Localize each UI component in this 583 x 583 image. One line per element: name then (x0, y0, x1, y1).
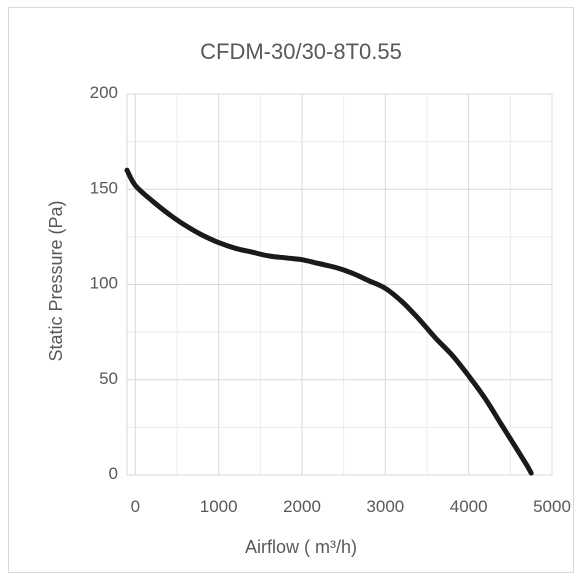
x-tick-label: 0 (131, 497, 140, 516)
chart-title: CFDM-30/30-8T0.55 (200, 39, 402, 64)
grid (126, 93, 553, 476)
y-tick-label: 100 (90, 274, 118, 293)
x-tick-label: 4000 (450, 497, 488, 516)
x-tick-label: 2000 (283, 497, 321, 516)
series-line (124, 167, 534, 476)
y-tick-label: 150 (90, 178, 118, 197)
x-tick-label: 5000 (533, 497, 571, 516)
y-axis-label: Static Pressure (Pa) (46, 200, 66, 361)
chart-frame (8, 7, 574, 573)
tick-labels: 0 1000 2000 3000 4000 5000 0 50 100 150 200 (90, 83, 571, 516)
y-tick-label: 50 (99, 369, 118, 388)
y-tick-label: 0 (109, 464, 118, 483)
series-layer (124, 167, 534, 476)
x-tick-label: 3000 (366, 497, 404, 516)
x-tick-label: 1000 (200, 497, 238, 516)
x-axis-label: Airflow ( m³/h) (245, 537, 357, 557)
y-tick-label: 200 (90, 83, 118, 102)
